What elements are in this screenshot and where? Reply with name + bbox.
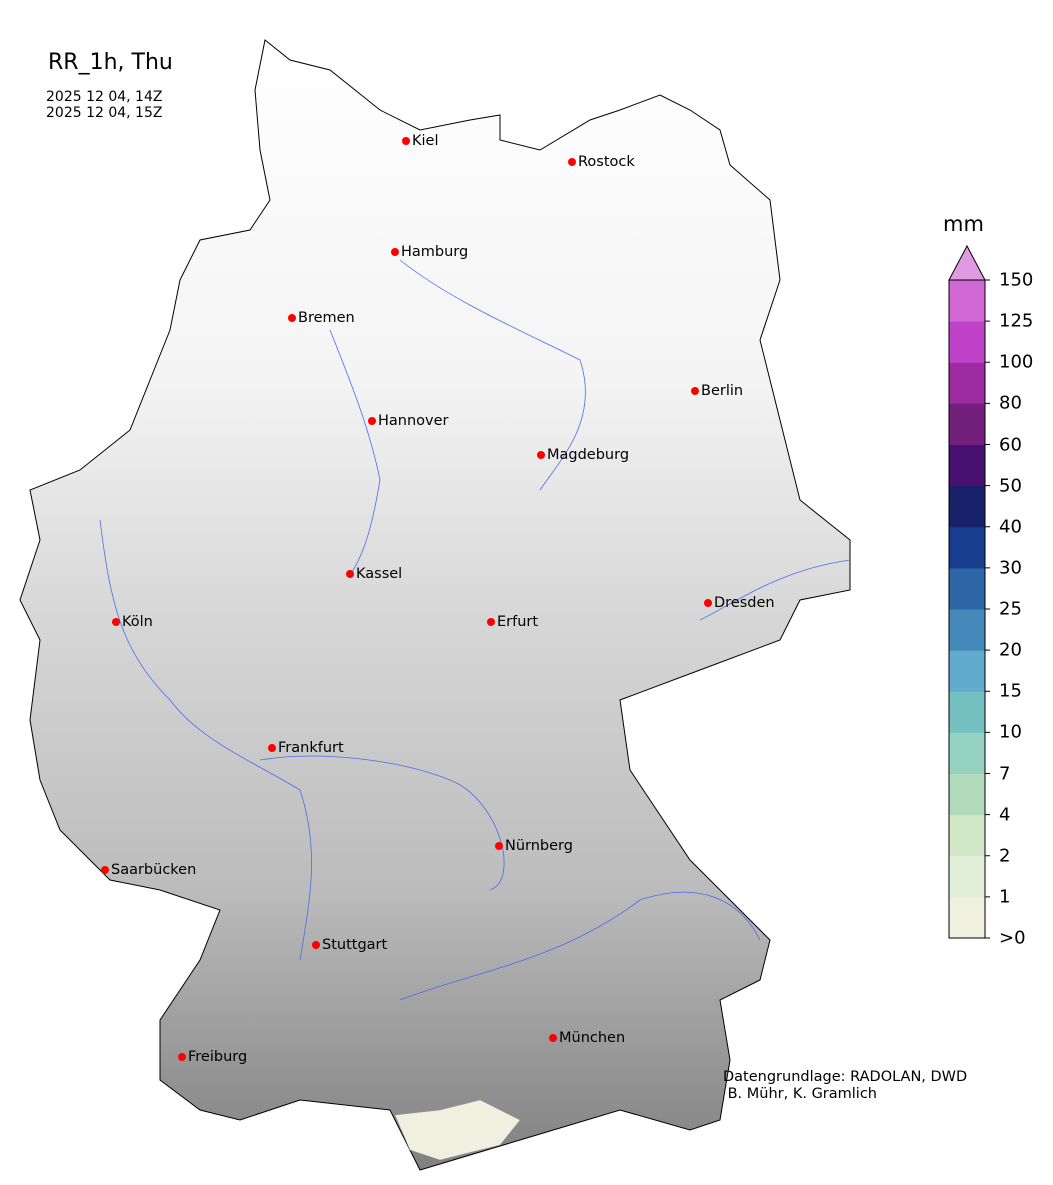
colorbar-tick-label: 1 (999, 886, 1011, 908)
city-label: Magdeburg (547, 447, 630, 463)
colorbar-tick-label: 125 (999, 310, 1034, 332)
precipitation-area (394, 1099, 521, 1161)
city-marker (101, 866, 109, 874)
colorbar-segment (949, 362, 985, 404)
colorbar-segment (949, 444, 985, 487)
colorbar-extend-arrow (948, 244, 986, 281)
city-label: Bremen (298, 310, 355, 326)
germany-outline (19, 39, 851, 1171)
colorbar-segment (949, 485, 985, 528)
city-marker (691, 387, 699, 395)
city-label: Freiburg (188, 1049, 248, 1065)
colorbar-unit: mm (943, 212, 984, 236)
city-label: Kiel (412, 133, 439, 149)
city-marker (368, 417, 376, 425)
colorbar-tick-label: 20 (999, 639, 1022, 661)
city-label: Frankfurt (278, 740, 344, 756)
colorbar-tick-label: 15 (999, 680, 1022, 702)
city-label: Hamburg (401, 244, 469, 260)
colorbar-tick-label: 4 (999, 804, 1011, 826)
city-label: Rostock (578, 154, 635, 170)
colorbar-segment (949, 855, 985, 898)
city-marker (346, 570, 354, 578)
city-marker (549, 1034, 557, 1042)
city-marker (402, 137, 410, 145)
city-marker (487, 618, 495, 626)
colorbar-tick-label: 10 (999, 721, 1022, 743)
city-label: Dresden (714, 595, 775, 611)
credit: Datengrundlage: RADOLAN, DWD B. Mühr, K.… (723, 1069, 967, 1103)
city-marker (312, 941, 320, 949)
city-label: Nürnberg (505, 838, 573, 854)
colorbar-tick-label: 40 (999, 516, 1022, 538)
colorbar-tick-label: 50 (999, 475, 1022, 497)
city-marker (178, 1053, 186, 1061)
colorbar-segment (949, 526, 985, 569)
colorbar-segment (949, 773, 985, 816)
colorbar-tick-label: >0 (999, 927, 1026, 949)
colorbar-segment (949, 732, 985, 774)
colorbar-segment (949, 814, 985, 857)
city-marker (391, 248, 399, 256)
colorbar-tick-label: 60 (999, 434, 1022, 455)
colorbar-segment (949, 567, 985, 610)
city-label: Kassel (356, 566, 403, 582)
map-title: RR_1h, Thu (48, 50, 173, 75)
colorbar-tick-label: 100 (999, 351, 1034, 373)
colorbar-segment (949, 650, 985, 692)
city-label: Berlin (701, 383, 744, 399)
city-marker (268, 744, 276, 752)
city-label: München (559, 1030, 626, 1046)
colorbar-segment (949, 896, 985, 939)
colorbar-segment (949, 691, 985, 733)
city-marker (568, 158, 576, 166)
city-marker (537, 451, 545, 459)
colorbar-tick-label: 80 (999, 392, 1022, 414)
valid-to: 2025 12 04, 15Z (46, 105, 163, 121)
colorbar-segment (949, 280, 985, 322)
colorbar-segment (949, 609, 985, 651)
city-marker (112, 618, 120, 626)
city-label: Köln (122, 614, 153, 630)
colorbar-segment (949, 403, 985, 445)
rivers (99, 259, 851, 1001)
city-label: Stuttgart (322, 937, 388, 953)
colorbar (948, 244, 990, 939)
city-marker (288, 314, 296, 322)
credit-line-1: Datengrundlage: RADOLAN, DWD (723, 1069, 968, 1085)
city-label: Saarbücken (111, 862, 197, 878)
colorbar-segment (949, 321, 985, 363)
colorbar-tick-label: 2 (999, 845, 1011, 867)
city-label: Hannover (378, 413, 449, 429)
colorbar-tick-label: 25 (999, 598, 1022, 620)
colorbar-tick-label: 150 (999, 269, 1034, 291)
colorbar-tick-label: 30 (999, 557, 1022, 579)
credit-line-2: B. Mühr, K. Gramlich (723, 1086, 877, 1102)
city-label: Erfurt (497, 614, 539, 630)
city-marker (495, 842, 503, 850)
colorbar-tick-label: 7 (999, 763, 1011, 784)
valid-from: 2025 12 04, 14Z (46, 89, 163, 105)
city-marker (704, 599, 712, 607)
